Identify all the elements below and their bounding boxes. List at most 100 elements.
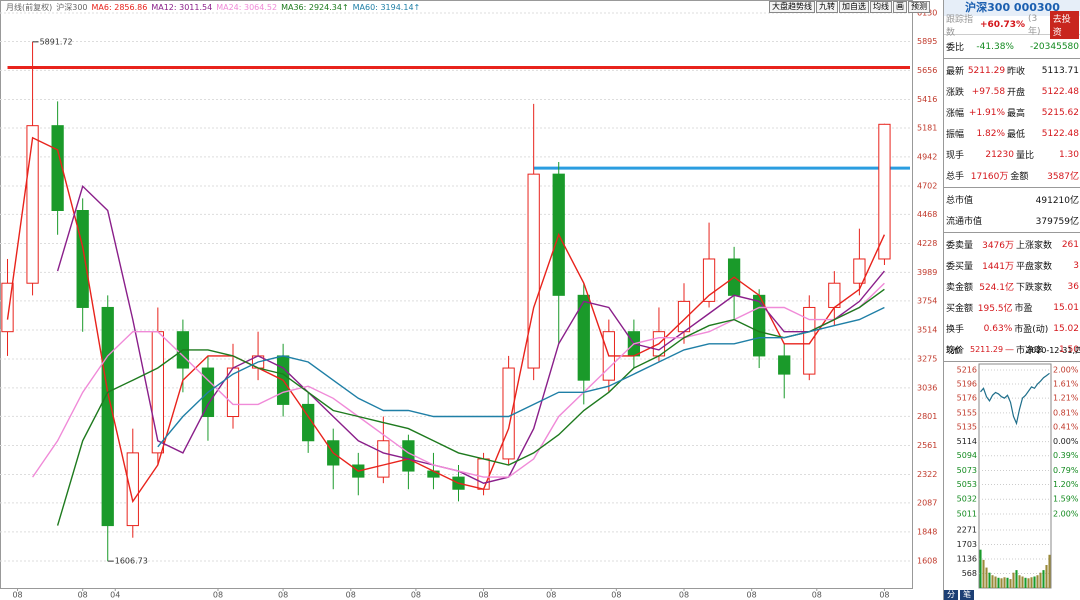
tab[interactable]: 分 — [944, 590, 958, 600]
quote-label: 委买量 — [946, 262, 974, 272]
y-tick-label: 5114 — [957, 437, 977, 446]
quote-value: 1.30 — [1058, 149, 1079, 160]
toolbar-button[interactable]: 加自选 — [839, 1, 869, 13]
candle-body — [226, 367, 240, 418]
quote-label: 市盈 — [1014, 304, 1033, 314]
candle-body — [302, 403, 315, 442]
y-tick-label: 1608 — [917, 556, 937, 565]
quote-row: 涨跌 +97.58 开盘 5122.48 — [944, 81, 1080, 102]
volume-bar — [1030, 577, 1033, 588]
quote-value: 524.1亿 — [979, 283, 1014, 293]
quote-value: +97.58 — [971, 86, 1006, 97]
y-tick-label: 3514 — [917, 325, 937, 334]
quote-group: 最新 5211.29 昨收 5113.71 涨跌 +97.58 开盘 5122.48 涨幅 +1.… — [944, 59, 1080, 188]
quote-label: 涨跌 — [946, 88, 965, 98]
quote-label: 涨幅 — [946, 109, 965, 119]
pct-tick-label: 2.00% — [1053, 510, 1079, 519]
volume-tick-label: 1136 — [957, 554, 977, 563]
quote-value: 1.50 — [1058, 344, 1079, 355]
quote-value: 15.02 — [1053, 323, 1079, 334]
price-label: 现价 — [946, 346, 962, 355]
quote-label: 总市值 — [946, 196, 974, 206]
toolbar-button[interactable]: 九转 — [816, 1, 838, 13]
quote-value: 5113.71 — [1041, 65, 1079, 76]
quote-value: 379759亿 — [1035, 217, 1079, 227]
intraday-frame — [978, 363, 1052, 589]
y-tick-label: 5094 — [957, 451, 977, 460]
volume-bar — [1021, 576, 1024, 588]
candle-body — [803, 306, 816, 375]
quote-row: 振幅 1.82% 最低 5122.48 — [944, 123, 1080, 144]
tracking-label: 跟踪指数 — [946, 15, 974, 38]
volume-bar — [991, 575, 994, 588]
volume-bar — [982, 559, 985, 588]
candle-body — [477, 458, 490, 490]
pct-tick-label: 2.00% — [1053, 366, 1079, 375]
quote-value: 3587亿 — [1047, 172, 1079, 182]
ma-line — [56, 288, 885, 526]
extreme-label: 5891.72 — [40, 37, 73, 46]
y-tick-label: 4942 — [917, 152, 937, 161]
volume-bar — [1024, 577, 1027, 588]
y-tick-label: 5053 — [957, 480, 977, 489]
x-tick-label: 08 — [478, 591, 488, 600]
x-tick-label: 08 — [213, 591, 223, 600]
toolbar-button[interactable]: 大盘趋势线 — [769, 1, 815, 13]
candle-body — [878, 123, 891, 260]
quote-value: 5122.48 — [1041, 128, 1079, 139]
toolbar-button[interactable]: 画 — [893, 1, 907, 13]
quote-label: 最低 — [1007, 130, 1026, 140]
candle-body — [702, 258, 716, 302]
volume-tick-label: 1703 — [957, 540, 977, 549]
ma-line — [157, 306, 885, 448]
tab[interactable]: 笔 — [960, 590, 974, 600]
quote-row: 委买量 1441万 平盘家数 3 — [944, 255, 1080, 276]
y-tick-label: 5073 — [957, 466, 977, 475]
pct-tick-label: 1.21% — [1053, 394, 1079, 403]
panel-title: 沪深300 000300 — [944, 0, 1080, 16]
x-tick-label: 08 — [78, 591, 88, 600]
toolbar: 大盘趋势线 九转 加自选 均线画预测 — [769, 1, 930, 13]
pct-tick-label: 0.39% — [1053, 451, 1079, 460]
quote-label: 流通市值 — [946, 217, 983, 227]
quote-label: 最新 — [946, 67, 965, 77]
quote-label: 市盈(动) — [1014, 325, 1049, 335]
y-tick-label: 5416 — [917, 95, 937, 104]
y-tick-label: 2561 — [917, 441, 937, 450]
tracking-value: +60.73% — [980, 20, 1026, 30]
invest-button[interactable]: 去投资 — [1049, 11, 1079, 39]
x-tick-label: 08 — [546, 591, 556, 600]
y-tick-label: 5216 — [957, 366, 977, 375]
quote-row: 均价 — 市净率 1.50 — [944, 339, 1080, 360]
x-tick-label: 08 — [411, 591, 421, 600]
quote-label: 换手 — [946, 325, 965, 335]
volume-tick-label: 2271 — [957, 526, 977, 535]
ma-line — [56, 184, 885, 484]
quote-label: 昨收 — [1007, 67, 1026, 77]
volume-bar — [1039, 572, 1042, 588]
volume-bar — [1015, 570, 1018, 588]
x-tick-label: 08 — [679, 591, 689, 600]
ma-line — [32, 282, 885, 478]
quote-value: 195.5亿 — [977, 304, 1013, 314]
quote-label: 卖金额 — [946, 283, 974, 293]
pct-tick-label: 0.79% — [1053, 466, 1079, 475]
price-line — [980, 372, 1050, 426]
y-tick-label: 2087 — [917, 498, 937, 507]
legend-entry: MA6: 2856.86 — [92, 3, 148, 12]
toolbar-button[interactable]: 均线 — [870, 1, 892, 13]
quote-row: 委卖量 3476万 上涨家数 261 — [944, 234, 1080, 255]
quote-value: 3 — [1073, 260, 1079, 271]
volume-bar — [988, 572, 991, 588]
volume-bar — [1048, 554, 1051, 588]
quote-value: 3476万 — [982, 241, 1014, 251]
legend-entry: MA60: 3194.14↑ — [353, 3, 421, 12]
toolbar-button[interactable]: 预测 — [908, 1, 930, 13]
quote-value: -20345580 — [1029, 41, 1079, 52]
quote-label: 总手 — [946, 172, 965, 182]
x-tick-label: 08 — [611, 591, 621, 600]
y-tick-label: 5196 — [957, 380, 977, 389]
pct-tick-label: 0.00% — [1053, 437, 1079, 446]
y-tick-label: 3754 — [917, 296, 937, 305]
volume-tick-label: 568 — [962, 569, 977, 578]
